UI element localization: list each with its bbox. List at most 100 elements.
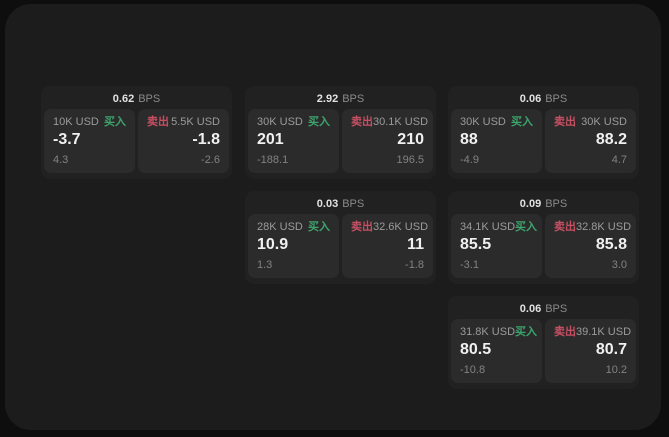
sell-tag: 卖出 [351, 221, 373, 233]
buy-cell[interactable]: 30K USD 买入 201 -188.1 [248, 109, 339, 173]
buy-size-label: 31.8K USD [460, 326, 516, 338]
bps-value: 2.92 [316, 93, 339, 105]
quote-card: 0.03 BPS 28K USD 买入 10.9 1.3 卖出 32.6K US… [245, 191, 436, 284]
buy-tag: 买入 [308, 116, 330, 128]
quote-cells: 30K USD 买入 88 -4.9 卖出 30K USD 88.2 4.7 [451, 109, 636, 173]
buy-sub-value: -4.9 [460, 154, 479, 166]
sell-cell[interactable]: 卖出 30K USD 88.2 4.7 [545, 109, 636, 173]
sell-size-label: 39.1K USD [576, 326, 632, 338]
sell-sub-value: 10.2 [605, 364, 627, 376]
sell-tag: 卖出 [554, 221, 576, 233]
buy-cell[interactable]: 28K USD 买入 10.9 1.3 [248, 214, 339, 278]
buy-tag: 买入 [511, 116, 533, 128]
app-panel: 0.62 BPS 10K USD 买入 -3.7 4.3 卖出 5.5K USD [5, 4, 661, 430]
buy-size-label: 30K USD [257, 116, 303, 128]
buy-size-label: 30K USD [460, 116, 506, 128]
card-header: 0.03 BPS [248, 194, 433, 214]
sell-tag: 卖出 [554, 326, 576, 338]
sell-price-value: 80.7 [595, 341, 627, 358]
cell-top-row: 卖出 32.6K USD [351, 221, 428, 234]
card-header: 0.09 BPS [451, 194, 636, 214]
buy-sub-value: 1.3 [257, 259, 273, 271]
cell-top-row: 卖出 32.8K USD [554, 221, 631, 234]
sell-cell[interactable]: 卖出 32.6K USD 11 -1.8 [342, 214, 433, 278]
buy-sub-value: -10.8 [460, 364, 486, 376]
card-header: 2.92 BPS [248, 89, 433, 109]
sell-cell[interactable]: 卖出 32.8K USD 85.8 3.0 [545, 214, 636, 278]
bps-unit-label: BPS [545, 198, 568, 210]
buy-price-value: 10.9 [257, 236, 289, 253]
quote-cells: 31.8K USD 买入 80.5 -10.8 卖出 39.1K USD 80.… [451, 319, 636, 383]
bps-unit-label: BPS [545, 303, 568, 315]
buy-price-value: 85.5 [460, 236, 492, 253]
sell-cell[interactable]: 卖出 5.5K USD -1.8 -2.6 [138, 109, 229, 173]
sell-cell[interactable]: 卖出 39.1K USD 80.7 10.2 [545, 319, 636, 383]
cell-top-row: 卖出 30.1K USD [351, 116, 428, 129]
sell-size-label: 5.5K USD [171, 116, 220, 128]
quote-card: 0.06 BPS 30K USD 买入 88 -4.9 卖出 30K USD [448, 86, 639, 179]
cell-top-row: 30K USD 买入 [257, 116, 330, 129]
sell-size-label: 32.6K USD [373, 221, 429, 233]
buy-price-value: 201 [257, 131, 284, 148]
bps-value: 0.06 [519, 93, 542, 105]
buy-size-label: 10K USD [53, 116, 99, 128]
buy-sub-value: -3.1 [460, 259, 479, 271]
bps-unit-label: BPS [342, 198, 365, 210]
quote-card: 0.09 BPS 34.1K USD 买入 85.5 -3.1 卖出 32.8K… [448, 191, 639, 284]
bps-value: 0.03 [316, 198, 339, 210]
cell-top-row: 卖出 5.5K USD [147, 116, 220, 129]
sell-price-value: 85.8 [595, 236, 627, 253]
card-header: 0.06 BPS [451, 89, 636, 109]
card-header: 0.62 BPS [44, 89, 229, 109]
sell-cell[interactable]: 卖出 30.1K USD 210 196.5 [342, 109, 433, 173]
buy-cell[interactable]: 31.8K USD 买入 80.5 -10.8 [451, 319, 542, 383]
cell-top-row: 31.8K USD 买入 [460, 326, 537, 339]
bps-unit-label: BPS [138, 93, 161, 105]
sell-sub-value: -1.8 [405, 259, 424, 271]
buy-size-label: 28K USD [257, 221, 303, 233]
quote-cells: 34.1K USD 买入 85.5 -3.1 卖出 32.8K USD 85.8… [451, 214, 636, 278]
sell-tag: 卖出 [147, 116, 169, 128]
cell-top-row: 卖出 39.1K USD [554, 326, 631, 339]
sell-price-value: 210 [397, 131, 424, 148]
sell-tag: 卖出 [351, 116, 373, 128]
sell-sub-value: 4.7 [611, 154, 627, 166]
bps-value: 0.06 [519, 303, 542, 315]
buy-sub-value: -188.1 [257, 154, 289, 166]
buy-tag: 买入 [104, 116, 126, 128]
quote-card: 0.06 BPS 31.8K USD 买入 80.5 -10.8 卖出 39.1… [448, 296, 639, 389]
sell-sub-value: -2.6 [201, 154, 220, 166]
quote-card: 0.62 BPS 10K USD 买入 -3.7 4.3 卖出 5.5K USD [41, 86, 232, 179]
card-header: 0.06 BPS [451, 299, 636, 319]
quote-cells: 30K USD 买入 201 -188.1 卖出 30.1K USD 210 1… [248, 109, 433, 173]
sell-sub-value: 196.5 [396, 154, 424, 166]
buy-cell[interactable]: 30K USD 买入 88 -4.9 [451, 109, 542, 173]
bps-value: 0.09 [519, 198, 542, 210]
buy-cell[interactable]: 34.1K USD 买入 85.5 -3.1 [451, 214, 542, 278]
sell-price-value: 11 [407, 236, 424, 253]
buy-price-value: -3.7 [53, 131, 81, 148]
buy-sub-value: 4.3 [53, 154, 69, 166]
sell-tag: 卖出 [554, 116, 576, 128]
bps-value: 0.62 [112, 93, 135, 105]
cell-top-row: 34.1K USD 买入 [460, 221, 537, 234]
sell-size-label: 30K USD [581, 116, 627, 128]
cell-top-row: 28K USD 买入 [257, 221, 330, 234]
buy-cell[interactable]: 10K USD 买入 -3.7 4.3 [44, 109, 135, 173]
quote-cells: 28K USD 买入 10.9 1.3 卖出 32.6K USD 11 -1.8 [248, 214, 433, 278]
cell-top-row: 10K USD 买入 [53, 116, 126, 129]
buy-price-value: 88 [460, 131, 478, 148]
buy-tag: 买入 [515, 326, 538, 338]
bps-unit-label: BPS [545, 93, 568, 105]
quote-card: 2.92 BPS 30K USD 买入 201 -188.1 卖出 30.1K … [245, 86, 436, 179]
cell-top-row: 卖出 30K USD [554, 116, 627, 129]
bps-unit-label: BPS [342, 93, 365, 105]
sell-sub-value: 3.0 [611, 259, 627, 271]
buy-tag: 买入 [308, 221, 330, 233]
sell-size-label: 32.8K USD [576, 221, 632, 233]
quote-cells: 10K USD 买入 -3.7 4.3 卖出 5.5K USD -1.8 -2.… [44, 109, 229, 173]
buy-tag: 买入 [515, 221, 538, 233]
buy-size-label: 34.1K USD [460, 221, 516, 233]
sell-size-label: 30.1K USD [373, 116, 429, 128]
